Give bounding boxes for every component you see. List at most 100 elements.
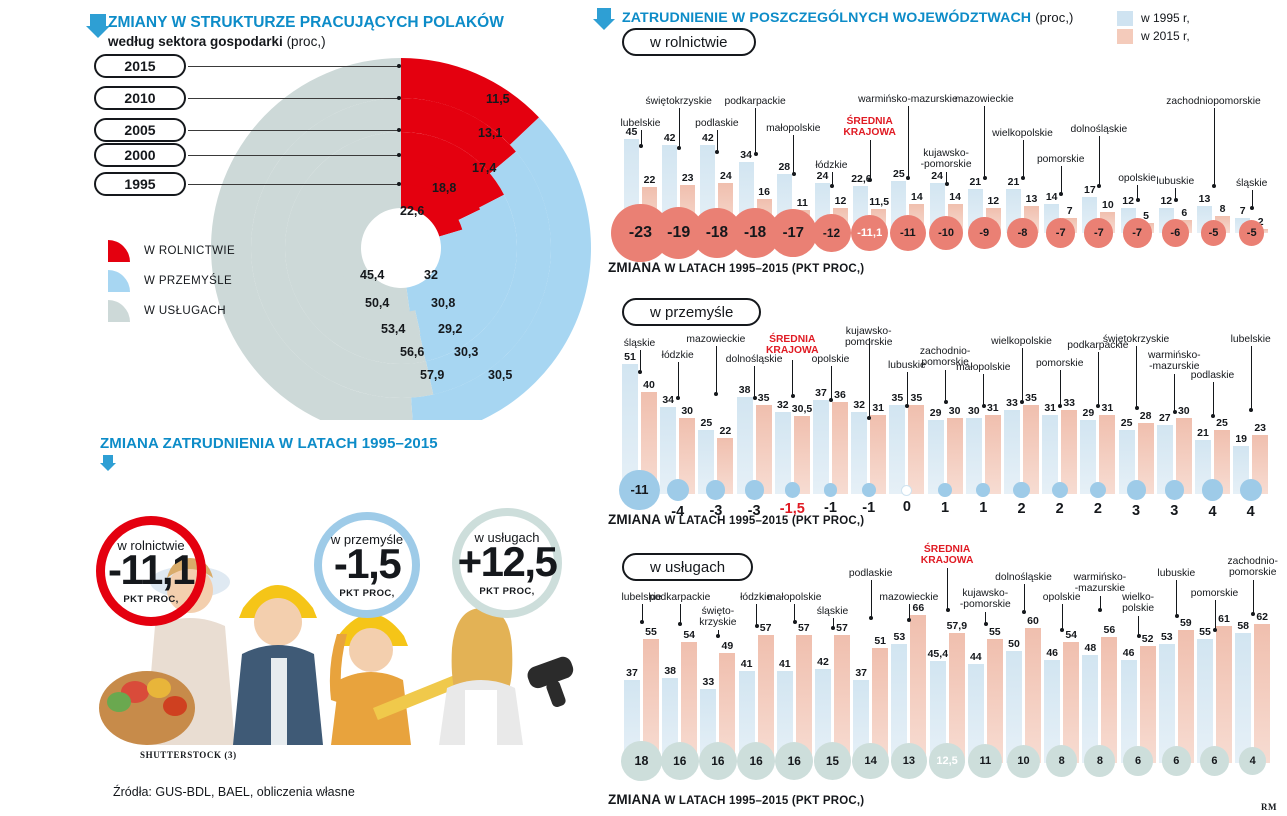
label-pointer (1250, 190, 1255, 210)
category-label: podkarpackie (1067, 340, 1129, 351)
year-label: 2005 (124, 122, 156, 138)
year-pill-1995[interactable]: 1995 (94, 172, 186, 196)
category-label: świętokrzyskie (645, 96, 712, 107)
category-label: podkarpackie (649, 592, 711, 603)
chart-block-rolnictwie: w rolnictwie 45 22 lubelskie 42 23 świętokrzy… (600, 28, 1287, 290)
change-bubble: -5 (1200, 220, 1227, 246)
bar-1995 (891, 643, 908, 763)
bar-value-1995: 41 (778, 657, 791, 670)
change-bubble (784, 482, 800, 498)
category-label: łódzkie (740, 592, 773, 603)
year-pill-2000[interactable]: 2000 (94, 143, 186, 167)
zmiana-sub: W LATACH 1995–2015 (PKT PROC,) (664, 515, 865, 527)
bar-value-1995: 31 (1044, 401, 1057, 414)
bar-value-2015: 35 (1025, 391, 1037, 404)
legend-label-1995: w 1995 r, (1141, 11, 1190, 25)
change-ring-caption: w przemyśle (330, 531, 404, 547)
radial-legend: W ROLNICTWIE W PRZEMYŚLE W USŁUGACH (108, 236, 235, 326)
change-value: -3 (747, 502, 761, 519)
bar-value-2015: 61 (1218, 612, 1230, 625)
change-bubble: 16 (775, 741, 814, 781)
category-label: śląskie (623, 338, 656, 349)
bar-1995 (1004, 409, 1020, 494)
category-label: zachodnio-pomorskie (1227, 556, 1278, 578)
bar-1995 (662, 677, 679, 763)
bar-1995 (1158, 643, 1175, 763)
bar-value-2015: 11,5 (869, 195, 890, 208)
bar-1995 (1080, 420, 1097, 494)
source-note: Źródła: GUS-BDL, BAEL, obliczenia własne (113, 785, 355, 799)
category-label: podlaskie (695, 118, 739, 129)
bar-2015 (1099, 414, 1116, 494)
change-bubble: 6 (1123, 746, 1153, 776)
bar-2015 (946, 417, 963, 494)
category-label: małopolskie (766, 123, 821, 134)
bar-2015 (948, 632, 965, 763)
radial-title-line1: ZMIANY W STRUKTURZE PRACUJĄCYCH POLAKÓW (108, 14, 504, 31)
change-panel-title: ZMIANA ZATRUDNIENIA W LATACH 1995–2015 (100, 435, 438, 452)
change-bubble (1089, 481, 1107, 499)
year-pill-2015[interactable]: 2015 (94, 54, 186, 78)
label-pointer (868, 140, 873, 182)
leader-2010 (188, 96, 401, 101)
chart-block-uslugach: w usługach 37 55 lubelskie 38 54 podkarpackie… (600, 544, 1287, 816)
bar-value-2015: 8 (1219, 203, 1226, 216)
right-header-legend: w 1995 r, w 2015 r, (1117, 9, 1190, 45)
bar-2015 (872, 648, 889, 763)
label-pointer (1211, 382, 1215, 418)
category-label: mazowieckie (954, 94, 1014, 105)
bar-2015 (910, 614, 927, 763)
bar-value-2015: 40 (643, 379, 655, 391)
bar-value-1995: 19 (1235, 432, 1248, 445)
radial-title-unit: (proc,) (286, 34, 326, 49)
label-pointer (1060, 604, 1065, 632)
bar-value-2015: 14 (911, 190, 923, 203)
photo-credit: SHUTTERSTOCK (3) (140, 750, 237, 760)
bar-value-1995: 37 (855, 666, 868, 679)
zmiana-caption-przemysle: ZMIANA W LATACH 1995–2015 (PKT PROC,) (608, 512, 864, 527)
bar-value-2015: 62 (1256, 610, 1269, 623)
bar-value-2015: 10 (1102, 199, 1114, 211)
plot-area-rolnictwie: 45 22 lubelskie 42 23 świętokrzyskie 42 24 podla… (600, 28, 1287, 290)
bar-value-2015: 30 (1177, 404, 1190, 417)
change-value: 2 (1055, 501, 1064, 518)
label-pointer (639, 130, 643, 148)
bar-2015 (755, 404, 772, 494)
label-pointer (983, 612, 988, 626)
year-pill-2010[interactable]: 2010 (94, 86, 186, 110)
zmiana-caption-rolnictwie: ZMIANA W LATACH 1995–2015 (PKT PROC,) (608, 260, 864, 275)
label-pointer (906, 106, 911, 180)
right-header-unit: (proc,) (1035, 10, 1074, 25)
bar-2015 (641, 392, 657, 494)
bar-value-2015: 35 (757, 391, 770, 404)
change-value: 2 (1093, 501, 1102, 518)
bar-value-1995: 46 (1046, 646, 1059, 659)
bar-value-1995: 14 (1045, 190, 1058, 203)
change-value: 3 (1132, 502, 1141, 519)
change-value: 2 (1017, 501, 1026, 518)
chart-title-pill-przemysle[interactable]: w przemyśle (622, 298, 762, 326)
bar-value-2015: 22 (643, 173, 656, 186)
chart-block-przemysle: w przemyśle 51 40 śląskie 34 30 łódzkie 25 22 ma… (600, 298, 1287, 540)
change-bubble (1013, 481, 1030, 499)
bar-2015 (832, 402, 848, 494)
bar-2015 (1139, 646, 1156, 763)
chart-title-pill-rolnictwie[interactable]: w rolnictwie (622, 28, 756, 56)
year-pill-2005[interactable]: 2005 (94, 118, 186, 142)
change-bubble: -5 (1239, 220, 1265, 246)
radial-value-ind-2010: 30,8 (431, 296, 456, 310)
label-pointer (944, 172, 949, 186)
label-pointer (907, 604, 912, 622)
chart-title-pill-uslugach[interactable]: w usługach (622, 553, 754, 581)
legend-label-rolnictwie: W ROLNICTWIE (144, 245, 236, 257)
radial-chart-panel: ZMIANY W STRUKTURZE PRACUJĄCYCH POLAKÓW … (0, 0, 600, 420)
change-bubble: -17 (769, 209, 818, 257)
bar-value-2015: 7 (1066, 205, 1073, 218)
zmiana-bold: ZMIANA (608, 512, 661, 527)
change-bubble: -11,1 (851, 214, 889, 252)
change-ring-unit: PKT PROC, (339, 587, 395, 599)
bar-2015 (681, 641, 698, 763)
bar-value-2015: 33 (1063, 396, 1076, 409)
bar-1995 (736, 397, 753, 494)
change-bubble: -7 (1084, 218, 1114, 248)
